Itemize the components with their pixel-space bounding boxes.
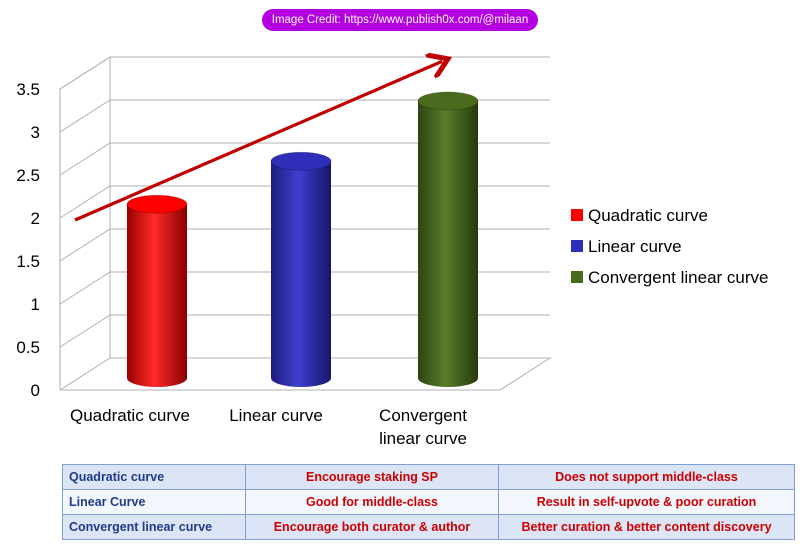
table-cell: Quadratic curve <box>62 464 246 490</box>
gridline <box>59 99 550 133</box>
table-cell: Encourage both curator & author <box>245 514 499 540</box>
x-category-label: Linear curve <box>229 406 323 425</box>
y-tick-label: 1 <box>31 295 40 314</box>
legend-swatch <box>571 271 583 283</box>
legend-swatch <box>571 209 583 221</box>
table-cell: Encourage staking SP <box>245 464 499 490</box>
bar-top <box>270 151 332 171</box>
gridline <box>59 185 550 219</box>
table-cell: Convergent linear curve <box>62 514 246 540</box>
bar-1 <box>270 151 332 387</box>
y-tick-label: 2 <box>31 209 40 228</box>
bar-body <box>418 101 478 387</box>
bar-top <box>417 91 479 111</box>
table-row: Quadratic curve Encourage staking SP Does … <box>62 464 795 490</box>
y-tick-label: 3 <box>31 123 40 142</box>
y-tick-label: 0 <box>31 381 40 400</box>
table-cell: Better curation & better content discove… <box>498 514 795 540</box>
table-cell: Does not support middle-class <box>498 464 795 490</box>
gridline <box>59 271 550 305</box>
legend-label: Quadratic curve <box>588 206 708 225</box>
y-tick-label: 1.5 <box>16 252 40 271</box>
x-category-label: Convergent linear curve <box>379 406 467 448</box>
x-category-line: Convergent <box>379 406 467 425</box>
bar-top <box>126 194 188 214</box>
table-cell: Result in self-upvote & poor curation <box>498 489 795 515</box>
table-row: Convergent linear curve Encourage both cu… <box>62 514 795 540</box>
y-tick-label: 3.5 <box>16 80 40 99</box>
back-wall <box>59 56 111 390</box>
bar-2 <box>417 91 479 387</box>
bar-body <box>271 161 331 387</box>
comparison-table: Quadratic curve Encourage staking SP Does … <box>62 464 795 540</box>
x-category-line: linear curve <box>379 429 467 448</box>
legend-label: Convergent linear curve <box>588 268 768 287</box>
gridline <box>59 357 550 391</box>
x-category-line: Quadratic curve <box>70 406 190 425</box>
x-category-label: Quadratic curve <box>70 406 190 425</box>
bar-body <box>127 204 187 387</box>
y-tick-label: 0.5 <box>16 338 40 357</box>
image-credit-badge: Image Credit: https://www.publish0x.com/… <box>262 9 538 31</box>
legend-swatch <box>571 240 583 252</box>
table-cell: Good for middle-class <box>245 489 499 515</box>
bar-0 <box>126 194 188 387</box>
table-cell: Linear Curve <box>62 489 246 515</box>
y-tick-label: 2.5 <box>16 166 40 185</box>
bar-chart: 0 0.5 1 1.5 2 2.5 3 3.5 Quadratic curve Linear cu… <box>16 0 768 448</box>
gridline <box>59 56 550 90</box>
legend-label: Linear curve <box>588 237 682 256</box>
gridline <box>59 228 550 262</box>
table-row: Linear Curve Good for middle-class Result … <box>62 489 795 515</box>
gridline <box>59 142 550 176</box>
x-category-line: Linear curve <box>229 406 323 425</box>
gridline <box>59 314 550 348</box>
trend-arrow <box>74 61 442 222</box>
